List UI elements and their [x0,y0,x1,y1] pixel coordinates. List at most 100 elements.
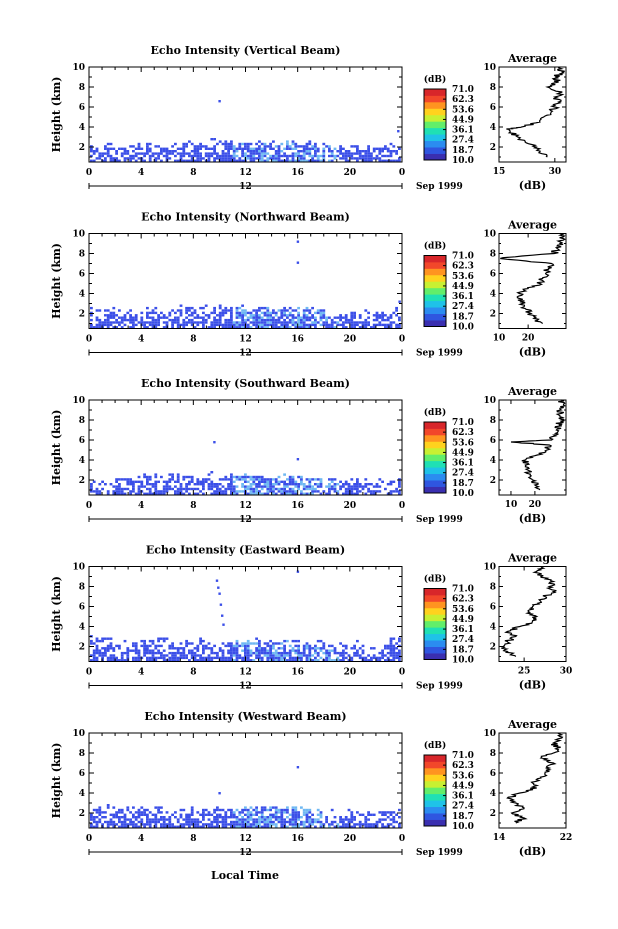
echo-cell [252,318,256,322]
echo-cell [269,651,272,655]
echo-cell [216,816,219,819]
echo-cell [224,157,228,160]
echo-cell [140,806,144,809]
echo-cell [230,492,233,495]
echo-cell [269,816,272,819]
echo-cell [286,326,289,329]
colorbar-tick-label: 53.6 [452,771,474,781]
echo-cell [302,154,306,158]
echo-cell [258,492,261,495]
echo-cell [140,311,144,315]
average-y-tick-label: 4 [490,789,496,799]
echo-cell [238,475,242,479]
echo-cell [302,823,306,826]
echo-cell [277,642,281,645]
echo-cell [202,813,205,816]
echo-cell [246,154,250,158]
echo-cell [188,475,191,479]
echo-cell [118,309,121,312]
echo-cell [260,321,264,324]
echo-cell [249,811,253,814]
echo-cell [294,316,298,319]
echo-cell [230,813,233,816]
echo-cell [123,150,127,153]
echo-cell [260,647,264,650]
echo-cell [300,475,303,479]
echo-cell [328,659,331,662]
echo-cell [148,157,152,160]
echo-cell [277,150,281,153]
echo-cell [218,321,222,324]
echo-cell [143,475,146,479]
echo-cell [146,659,149,662]
echo-cell [300,823,303,826]
echo-cell [263,145,267,148]
echo-cell [358,314,362,317]
echo-cell [95,816,99,819]
echo-cell [129,480,132,483]
colorbar-tick-label: 18.7 [452,146,474,156]
echo-cell [165,818,169,821]
echo-cell [288,649,292,652]
echo-cell [179,304,183,307]
echo-cell [162,326,166,329]
echo-cell [288,318,292,322]
echo-cell [272,140,275,143]
echo-cell [297,659,300,662]
echo-cell [280,326,284,329]
echo-cell [300,659,303,662]
echo-cell [230,656,233,660]
echo-cell [112,485,116,488]
echo-cell [90,318,93,322]
echo-cell [146,644,149,648]
echo-cell [302,318,306,322]
colorbar-segment [424,454,446,462]
echo-cell [196,159,200,162]
echo-cell [188,487,191,491]
echo-cell [179,808,183,812]
echo-cell [104,157,107,160]
echo-cell [358,490,362,493]
echo-cell [244,647,247,650]
echo-cell [344,316,348,319]
echo-cell [207,487,211,491]
echo-cell [372,813,376,816]
echo-cell [308,309,312,312]
echo-cell [207,656,211,660]
echo-cell [101,480,104,483]
echo-cell [328,654,331,657]
echo-cell [160,806,163,809]
echo-cell [154,157,158,160]
echo-cell [216,808,219,812]
echo-cell [249,150,253,153]
echo-cell [190,642,194,645]
echo-cell [129,478,132,481]
echo-cell [316,651,320,655]
echo-cell [294,309,298,312]
echo-cell [109,157,113,160]
echo-cell [106,490,110,493]
echo-cell [389,639,393,643]
echo-cell [286,159,289,162]
echo-cell [95,820,99,824]
echo-cell [168,656,172,660]
echo-cell [249,818,253,821]
echo-cell [90,314,93,317]
echo-cell [274,487,278,491]
echo-cell [134,154,138,158]
echo-cell [115,159,118,162]
echo-cell [106,644,110,648]
x-tick-label: 12 [239,335,252,345]
echo-cell [230,309,233,312]
echo-cell [148,825,152,828]
echo-cell [361,157,365,160]
echo-cell [174,321,177,324]
echo-cell [252,152,256,155]
echo-cell [252,309,256,312]
echo-cell [104,147,107,150]
echo-cell [118,483,121,486]
echo-cell [356,485,359,488]
echo-cell [302,145,306,148]
echo-cell [344,651,348,655]
echo-cell [185,813,188,816]
